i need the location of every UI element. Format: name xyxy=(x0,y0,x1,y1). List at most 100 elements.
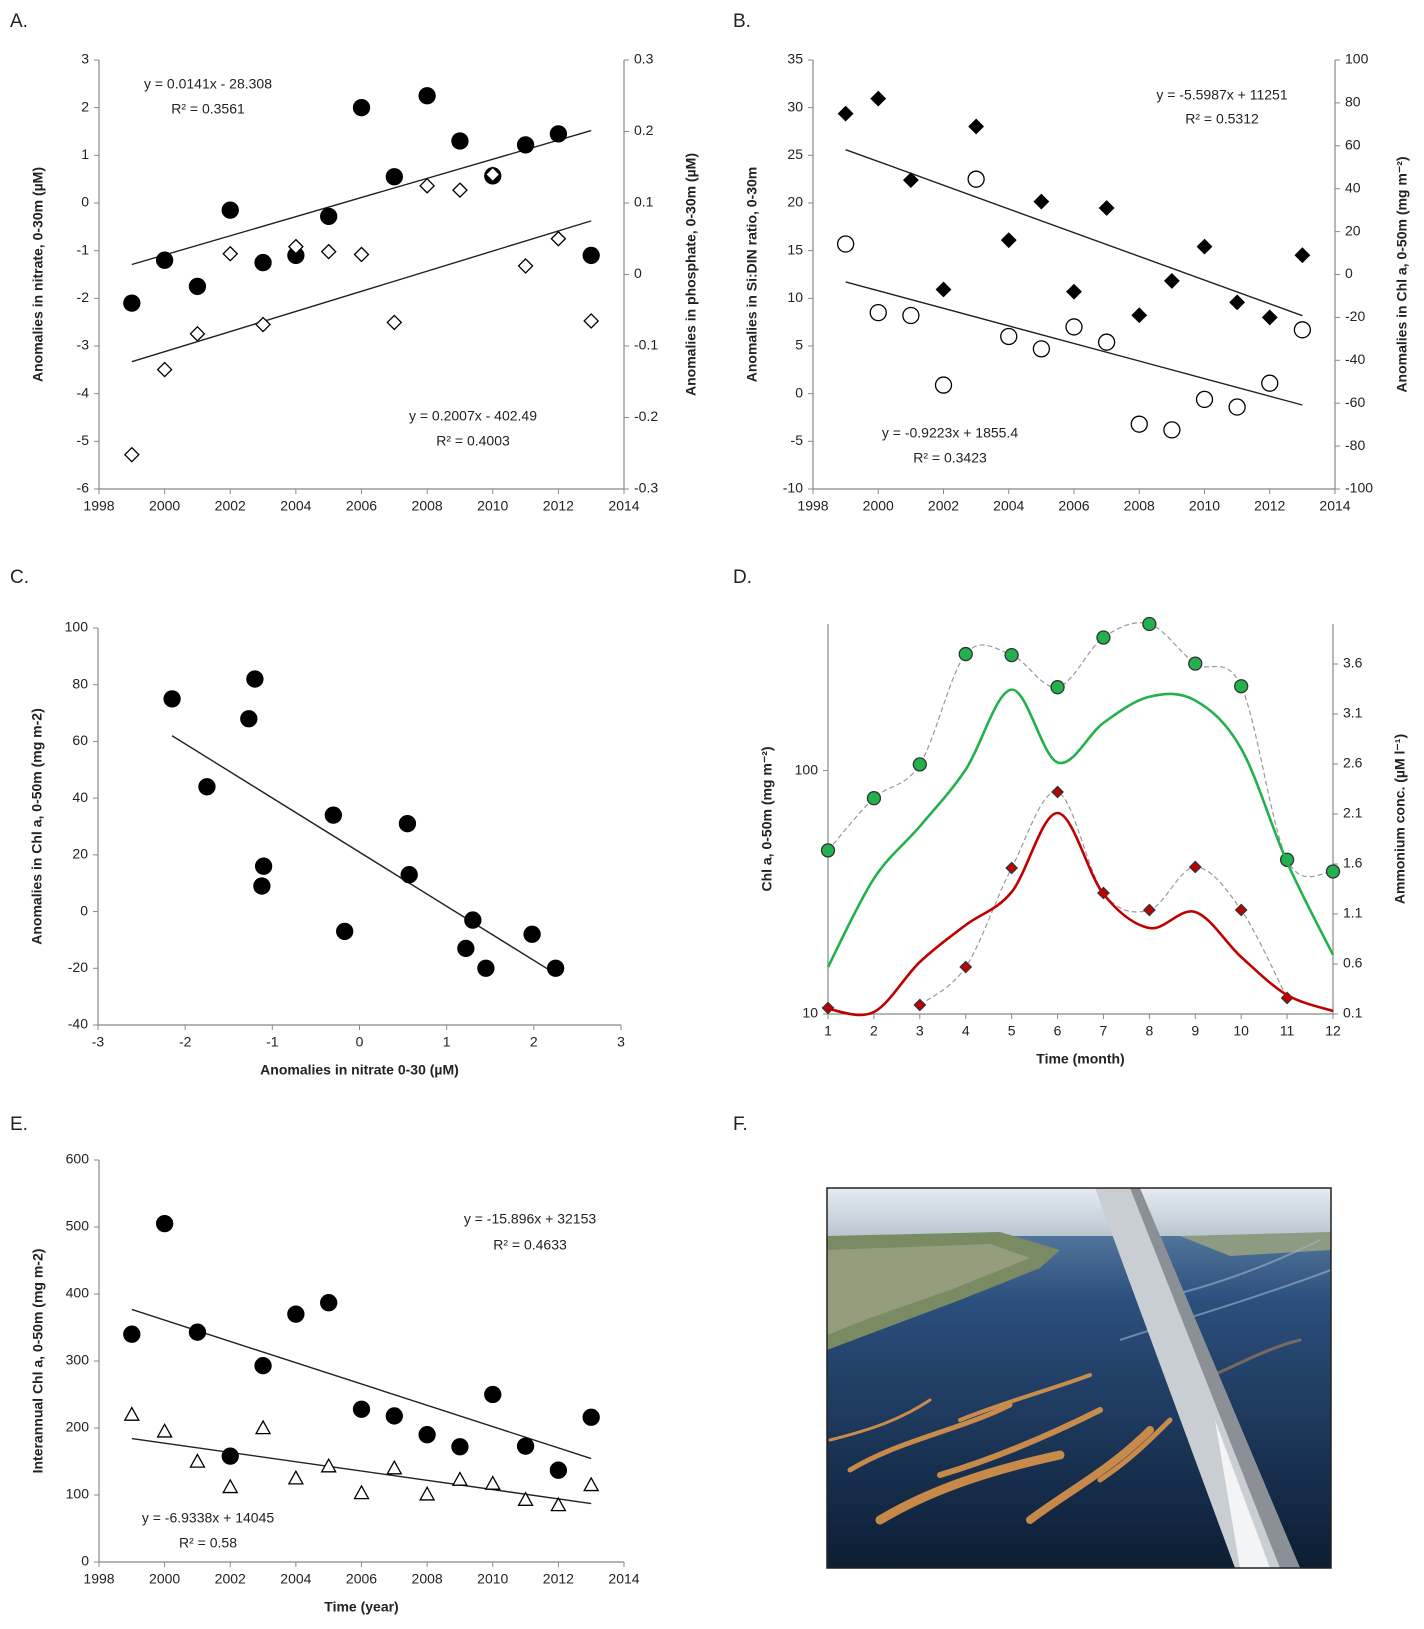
data-point xyxy=(221,1447,239,1465)
panel-label: C. xyxy=(10,567,29,588)
y-tick-label: 100 xyxy=(66,1486,90,1502)
x-axis-title: Time (month) xyxy=(1036,1051,1124,1067)
data-point xyxy=(189,325,206,342)
y2-tick-label: 3.1 xyxy=(1343,705,1363,721)
annotation: R² = 0.4633 xyxy=(493,1237,567,1253)
data-point xyxy=(352,99,371,117)
data-point xyxy=(550,1496,567,1512)
y2-axis-title: Anomalies in phosphate, 0-30m (µM) xyxy=(683,153,699,396)
y-tick-label: -40 xyxy=(68,1016,88,1032)
data-point xyxy=(958,646,973,662)
y-axis-title: Anomalies in Si:DIN ratio, 0-30m xyxy=(744,167,760,383)
x-tick-label: 2 xyxy=(870,1023,878,1039)
data-point xyxy=(398,815,417,833)
data-point xyxy=(385,168,403,186)
y-tick-label: -1 xyxy=(77,241,90,257)
data-point xyxy=(837,105,854,122)
data-point xyxy=(254,1357,272,1375)
x-axis-title: Time (year) xyxy=(324,1599,398,1615)
y-tick-label: 5 xyxy=(795,337,803,353)
x-tick-label: 2004 xyxy=(280,1571,311,1587)
connector-line xyxy=(827,622,1334,878)
y2-tick-label: 60 xyxy=(1345,137,1361,153)
y-tick-label: -6 xyxy=(77,480,90,496)
x-tick-label: 11 xyxy=(1280,1023,1295,1039)
data-point xyxy=(1293,321,1312,339)
x-tick-label: 1 xyxy=(443,1034,451,1050)
data-point xyxy=(1097,333,1116,351)
x-tick-label: 1998 xyxy=(797,498,828,514)
data-point xyxy=(549,1461,568,1479)
y2-tick-label: 2.1 xyxy=(1343,805,1363,821)
x-tick-label: 2012 xyxy=(543,498,574,514)
x-tick-label: 2002 xyxy=(215,498,246,514)
data-point xyxy=(1325,864,1341,879)
y-tick-label: 500 xyxy=(66,1218,90,1234)
data-point xyxy=(1096,630,1111,645)
annotation: R² = 0.58 xyxy=(179,1535,237,1551)
y-tick-label: 25 xyxy=(787,146,803,162)
data-point xyxy=(1000,232,1017,249)
data-line xyxy=(827,811,1334,1017)
data-point xyxy=(1065,318,1083,336)
x-tick-label: 1998 xyxy=(83,498,114,514)
data-point xyxy=(935,281,952,298)
data-point xyxy=(866,791,882,806)
y-tick-label: 0 xyxy=(81,194,89,210)
x-tick-label: 2010 xyxy=(477,1571,508,1587)
x-tick-label: 2004 xyxy=(993,498,1024,514)
data-point xyxy=(821,1001,835,1015)
data-point xyxy=(836,235,855,253)
data-point xyxy=(336,922,354,941)
y-tick-label: 20 xyxy=(787,194,803,210)
annotation: y = -15.896x + 32153 xyxy=(464,1211,597,1227)
data-point xyxy=(1234,679,1249,694)
data-point xyxy=(1163,421,1181,439)
y-axis-title: Interannual Chl a, 0-50m (mg m-2) xyxy=(30,1249,46,1474)
data-line xyxy=(826,688,1335,968)
data-point xyxy=(320,243,337,260)
data-point xyxy=(1229,294,1246,311)
data-point xyxy=(254,1419,272,1435)
data-point xyxy=(1000,327,1018,346)
x-tick-label: 2014 xyxy=(608,1571,639,1587)
y2-tick-label: -0.1 xyxy=(634,337,658,353)
data-point xyxy=(484,1475,501,1490)
data-point xyxy=(583,1476,600,1492)
y-tick-label: 35 xyxy=(787,51,803,67)
data-point xyxy=(1142,903,1156,917)
x-tick-label: 2004 xyxy=(280,498,311,514)
data-point xyxy=(221,201,239,219)
data-point xyxy=(1005,861,1019,875)
y-tick-label: -4 xyxy=(77,384,90,400)
data-point xyxy=(353,246,370,263)
y2-tick-label: 80 xyxy=(1345,94,1361,110)
y-tick-label: -5 xyxy=(77,432,90,448)
data-point xyxy=(324,806,343,824)
data-point xyxy=(517,258,534,274)
y-tick-label: 60 xyxy=(72,732,88,748)
y2-tick-label: -40 xyxy=(1345,351,1365,367)
y2-tick-label: 2.6 xyxy=(1343,755,1363,771)
y2-tick-label: 100 xyxy=(1345,51,1369,67)
data-point xyxy=(967,170,985,188)
aerial-photo xyxy=(827,1188,1331,1568)
annotation: y = 0.0141x - 28.308 xyxy=(144,76,272,92)
data-point xyxy=(582,246,600,265)
data-point xyxy=(912,757,927,772)
data-point xyxy=(188,277,207,296)
data-point xyxy=(1004,647,1019,663)
data-point xyxy=(287,1305,305,1323)
x-tick-label: 2014 xyxy=(608,498,639,514)
data-point xyxy=(352,1400,371,1418)
data-point xyxy=(386,1459,403,1475)
x-tick-label: 2008 xyxy=(1124,498,1155,514)
annotation: R² = 0.3561 xyxy=(171,101,245,117)
x-tick-label: 2008 xyxy=(412,498,443,514)
x-tick-label: 2002 xyxy=(928,498,959,514)
x-tick-label: 6 xyxy=(1054,1023,1062,1039)
x-tick-label: 1998 xyxy=(83,1571,114,1587)
y-tick-label: -3 xyxy=(77,337,90,353)
y2-tick-label: 0.1 xyxy=(634,194,654,210)
data-point xyxy=(1196,238,1213,255)
